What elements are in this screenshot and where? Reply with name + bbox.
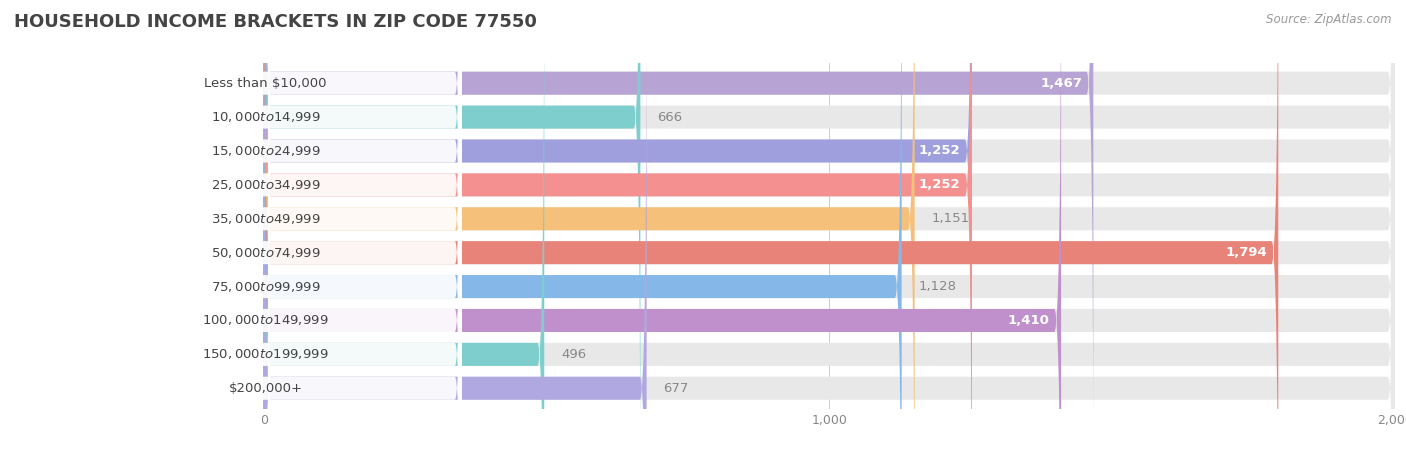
Text: 1,794: 1,794 [1225,246,1267,259]
FancyBboxPatch shape [264,0,1395,449]
FancyBboxPatch shape [14,0,461,449]
FancyBboxPatch shape [264,0,915,449]
FancyBboxPatch shape [264,0,1094,449]
FancyBboxPatch shape [264,0,1395,449]
Text: $35,000 to $49,999: $35,000 to $49,999 [211,212,321,226]
FancyBboxPatch shape [14,0,461,449]
FancyBboxPatch shape [264,0,901,449]
FancyBboxPatch shape [264,0,1395,449]
Text: 666: 666 [658,110,682,123]
FancyBboxPatch shape [14,0,461,449]
FancyBboxPatch shape [264,0,640,449]
Text: 1,128: 1,128 [918,280,956,293]
Text: Less than $10,000: Less than $10,000 [204,77,326,90]
FancyBboxPatch shape [264,0,1395,449]
Text: $25,000 to $34,999: $25,000 to $34,999 [211,178,321,192]
FancyBboxPatch shape [264,0,544,449]
FancyBboxPatch shape [264,0,1278,449]
Text: 1,252: 1,252 [920,145,960,158]
Text: $15,000 to $24,999: $15,000 to $24,999 [211,144,321,158]
Text: 677: 677 [664,382,689,395]
Text: 1,252: 1,252 [920,178,960,191]
Text: $150,000 to $199,999: $150,000 to $199,999 [202,348,329,361]
FancyBboxPatch shape [14,0,461,449]
Text: 1,151: 1,151 [932,212,970,225]
FancyBboxPatch shape [264,0,972,449]
FancyBboxPatch shape [14,0,461,449]
Text: Source: ZipAtlas.com: Source: ZipAtlas.com [1267,13,1392,26]
FancyBboxPatch shape [264,0,1395,449]
Text: 1,410: 1,410 [1008,314,1050,327]
FancyBboxPatch shape [264,0,1395,449]
Text: HOUSEHOLD INCOME BRACKETS IN ZIP CODE 77550: HOUSEHOLD INCOME BRACKETS IN ZIP CODE 77… [14,13,537,31]
FancyBboxPatch shape [264,0,647,449]
FancyBboxPatch shape [14,0,461,449]
FancyBboxPatch shape [264,0,1395,449]
Text: $75,000 to $99,999: $75,000 to $99,999 [211,280,321,294]
Text: $50,000 to $74,999: $50,000 to $74,999 [211,246,321,260]
FancyBboxPatch shape [14,0,461,449]
FancyBboxPatch shape [14,0,461,449]
FancyBboxPatch shape [264,0,1395,449]
Text: 1,467: 1,467 [1040,77,1083,90]
FancyBboxPatch shape [264,0,1395,449]
Text: $10,000 to $14,999: $10,000 to $14,999 [211,110,321,124]
Text: $200,000+: $200,000+ [229,382,302,395]
Text: $100,000 to $149,999: $100,000 to $149,999 [202,313,329,327]
FancyBboxPatch shape [264,0,1395,449]
FancyBboxPatch shape [264,0,1062,449]
FancyBboxPatch shape [264,0,972,449]
FancyBboxPatch shape [14,0,461,449]
Text: 496: 496 [561,348,586,361]
FancyBboxPatch shape [14,0,461,449]
